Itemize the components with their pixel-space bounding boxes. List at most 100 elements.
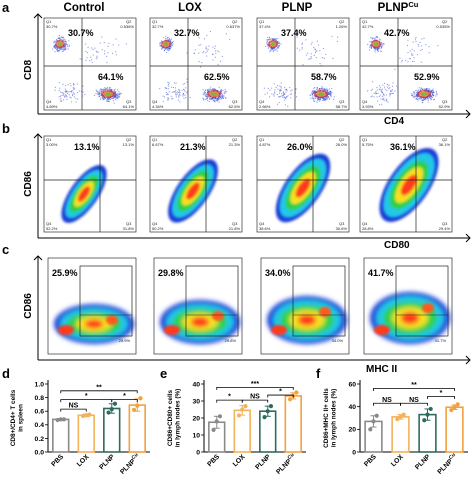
y-tick-label: 0.2 [35,436,45,443]
event-dot [318,44,320,46]
significance-label: * [228,394,231,401]
event-dot [413,96,415,98]
category-label-text: LOX [390,453,405,468]
y-axis-label: CD86+CD80+ cellsin lymph nodes (%) [167,389,182,448]
event-dot [81,58,83,60]
event-dot [184,94,186,96]
event-dot [59,39,61,41]
event-dot [169,47,171,49]
event-dot [376,50,378,52]
group-title-plnpcu-sup: Cu [408,0,418,9]
event-dot [116,93,118,95]
event-dot [220,91,222,93]
event-dot [95,93,97,95]
event-dot [94,95,96,97]
event-dot [314,48,316,50]
category-label: PLNP [98,453,116,471]
event-dot [269,38,271,40]
event-dot [277,88,279,90]
group-title-plnp: PLNP [282,2,313,14]
event-dot [275,86,277,88]
event-dot [60,91,62,93]
event-dot [205,89,207,91]
q-name: Q4 [362,99,368,104]
event-dot [371,88,373,90]
event-dot [382,43,384,45]
event-dot [321,57,323,59]
event-dot [65,45,67,47]
event-dot [60,101,62,103]
event-dot [64,40,66,42]
event-dot [318,97,320,99]
event-dot [207,95,209,97]
event-dot [104,89,106,91]
event-dot [118,44,120,46]
event-dot [73,92,75,94]
q2-percent-large: 13.1% [74,142,100,152]
event-dot [221,92,223,94]
gate-rectangle [79,265,133,337]
event-dot [167,81,169,83]
event-dot [287,95,289,97]
event-dot [107,97,109,99]
event-dot [372,37,374,39]
q1-percent-small: 30.7% [46,24,58,29]
event-dot [275,38,277,40]
event-dot [312,95,314,97]
q2-percent-small: 21.3% [229,142,241,147]
data-point [395,417,400,422]
event-dot [205,47,207,49]
event-dot [64,48,66,50]
q3-percent-large: 62.5% [204,72,230,82]
event-dot [86,52,88,54]
event-dot [185,87,187,89]
event-dot [386,99,388,101]
density-contour [191,317,209,327]
event-dot [375,92,377,94]
panel-a-ylabel: CD8 [23,60,34,80]
event-dot [376,36,378,38]
q1-percent-small: 5.75% [362,142,374,147]
event-dot [226,91,228,93]
event-dot [110,88,112,90]
y-tick-label: 40 [192,381,200,388]
event-dot [201,62,203,64]
event-dot [221,96,223,98]
event-dot [56,50,58,52]
group-title-plnpcu: PLNPCu [378,0,419,14]
event-dot [60,38,62,40]
event-dot [179,101,181,103]
q-name: Q2 [126,137,132,142]
data-point [112,401,118,406]
event-dot [407,61,409,63]
event-dot [57,37,59,39]
event-dot [66,96,68,98]
event-dot [389,95,391,97]
event-dot [224,92,226,94]
event-dot [159,43,161,45]
category-label-text: PLNP [98,453,116,471]
event-dot [380,43,382,45]
event-dot [219,96,221,98]
event-dot [161,48,163,50]
event-dot [276,103,278,105]
event-dot [89,60,91,62]
event-dot [422,101,424,103]
data-point [84,413,89,418]
event-dot [220,89,222,91]
significance-label: * [85,393,88,400]
event-dot [407,52,409,54]
event-dot [57,47,59,49]
event-dot [318,88,320,90]
event-dot [113,96,115,98]
data-point [131,407,137,412]
q-name: Q1 [46,137,52,142]
event-dot [119,96,121,98]
data-point [268,404,274,409]
event-dot [427,98,429,100]
event-dot [194,49,196,51]
event-dot [383,95,385,97]
data-point [240,407,245,412]
data-point [58,417,63,422]
